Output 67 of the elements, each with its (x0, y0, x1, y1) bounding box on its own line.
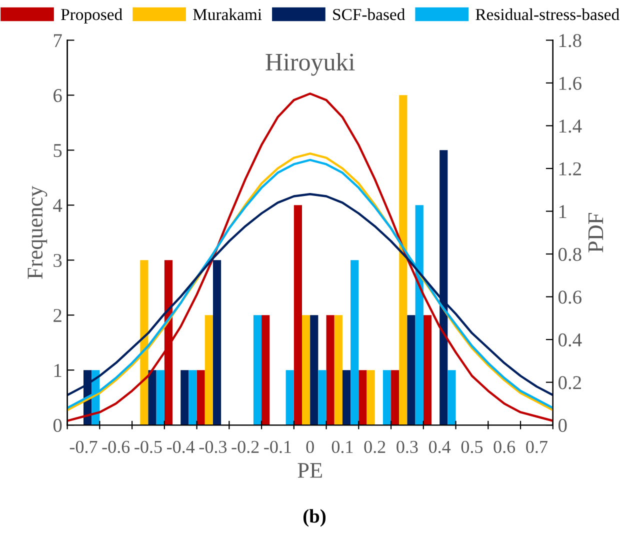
y2-tick-label: 1.8 (559, 34, 582, 48)
y2-tick-label: 1 (559, 205, 566, 218)
bar (366, 370, 375, 426)
x-axis-title: PE (298, 463, 322, 478)
bar (310, 315, 318, 426)
bar (350, 260, 359, 426)
x-tick-label: 0.3 (396, 440, 418, 454)
y2-tick-label: 1.4 (559, 120, 582, 133)
bar (318, 370, 326, 426)
text: (b) (303, 509, 326, 527)
x-tick-label: -0.5 (134, 440, 162, 454)
bar (204, 315, 213, 426)
x-tick-label: 0.6 (494, 440, 516, 454)
bar (148, 370, 156, 426)
y-tick-label: 5 (54, 144, 62, 158)
y-tick-label: 1 (54, 364, 62, 377)
bar (196, 370, 205, 426)
x-tick-label: 0.1 (332, 440, 353, 454)
x-tick-label: 0 (306, 440, 314, 454)
bar (342, 370, 351, 426)
bar (156, 370, 164, 426)
bar (286, 370, 294, 426)
bar (253, 315, 262, 426)
y-tick-label: 2 (54, 308, 62, 322)
x-tick-label: 0.2 (364, 440, 386, 454)
bar (326, 315, 334, 426)
x-tick-label: -0.2 (232, 440, 259, 454)
y2-tick-label: 0.2 (558, 376, 581, 390)
line-series (67, 92, 553, 422)
bar (448, 370, 456, 426)
bar (358, 370, 367, 426)
y2-tick-label: 0.8 (558, 248, 582, 262)
x-tick-label: -0.1 (264, 440, 291, 454)
bar (391, 370, 400, 426)
y-axis-title: Frequency (28, 186, 48, 279)
y2-tick-label: 0.6 (558, 290, 582, 304)
x-tick-label: -0.6 (102, 440, 130, 454)
y2-tick-label: 0 (558, 418, 567, 432)
x-tick-label: 0.4 (428, 440, 451, 454)
y-tick-label: 4 (53, 199, 62, 212)
x-tick-label: -0.4 (166, 440, 195, 454)
bar (399, 95, 408, 426)
bar (180, 370, 189, 426)
y-tick-label: 6 (54, 89, 62, 102)
bar (302, 315, 310, 426)
x-tick-label: -0.7 (70, 440, 98, 454)
x-tick-label: 0.5 (461, 440, 483, 454)
bar (262, 315, 270, 426)
x-tick-label: 0.7 (526, 440, 548, 454)
bar (407, 315, 416, 426)
bar (294, 205, 302, 426)
y2-tick-label: 0.4 (558, 333, 582, 347)
y-tick-label: 0 (53, 418, 62, 432)
y-tick-label: 7 (54, 34, 62, 47)
legend-label: Murakami (193, 8, 262, 20)
bar (188, 370, 197, 426)
bar (382, 370, 392, 426)
y2-tick-label: 1.2 (559, 162, 581, 176)
chart-title: Hiroyuki (266, 53, 355, 76)
legend-label: Proposed (61, 8, 122, 24)
bar (334, 315, 342, 426)
legend-label: Residual-stress-based (476, 8, 620, 20)
y2-axis-title: PDF (588, 213, 604, 252)
x-tick-label: -0.3 (199, 440, 227, 454)
legend-label: SCF-based (333, 8, 405, 20)
y-tick-label: 3 (54, 254, 62, 268)
y2-tick-label: 1.6 (559, 76, 582, 90)
